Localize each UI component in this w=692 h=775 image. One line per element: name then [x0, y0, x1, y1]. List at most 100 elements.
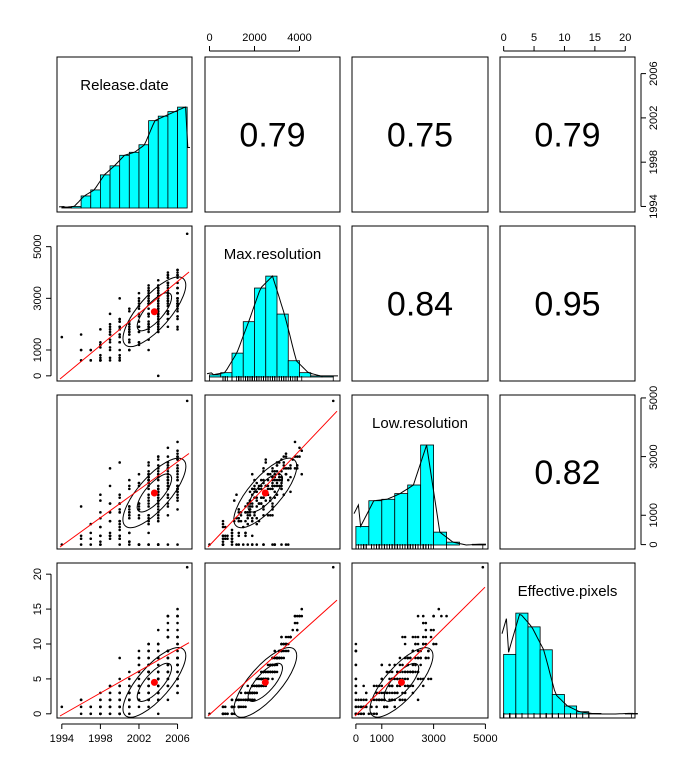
- scatter-point: [244, 698, 247, 702]
- scatter-point: [176, 440, 179, 444]
- scatter-point: [108, 684, 112, 688]
- mean-point: [150, 308, 158, 316]
- scatter-point: [118, 461, 121, 464]
- scatter-point: [481, 565, 485, 569]
- scatter-point: [128, 340, 131, 344]
- tick-label: 0: [206, 32, 212, 44]
- panel-frame: [499, 56, 636, 213]
- scatter-point: [380, 684, 384, 688]
- scatter-point: [99, 328, 102, 331]
- scatter-point: [128, 670, 131, 674]
- scatter-point: [401, 663, 404, 667]
- scatter-point: [416, 649, 420, 653]
- scatter-point: [137, 677, 141, 681]
- scatter-point: [253, 698, 256, 702]
- scatter-point: [147, 469, 150, 473]
- scatter-point: [280, 656, 283, 660]
- scatter-point: [147, 499, 150, 502]
- scatter-point: [268, 472, 272, 476]
- correlation-value: 0.82: [534, 454, 600, 492]
- scatter-point: [427, 656, 430, 660]
- scatter-point: [166, 276, 170, 279]
- scatter-point: [118, 297, 121, 300]
- scatter-point: [277, 475, 281, 479]
- scatter-point: [89, 531, 93, 535]
- scatter-point: [364, 691, 368, 695]
- scatter-point: [156, 484, 160, 488]
- scatter-point: [237, 519, 241, 523]
- scatter-point: [176, 325, 179, 329]
- scatter-point: [185, 565, 189, 569]
- scatter-point: [295, 621, 299, 625]
- hist-bar: [394, 493, 409, 546]
- scatter-point: [108, 322, 112, 326]
- panel-frame: [204, 562, 341, 719]
- scatter-point: [266, 478, 270, 482]
- scatter-point: [271, 677, 274, 681]
- panel-frame: [499, 225, 636, 382]
- scatter-point: [241, 705, 245, 709]
- scatter-point: [259, 677, 263, 681]
- scatter-point: [388, 684, 391, 688]
- scatter-point: [244, 705, 247, 709]
- scatter-point: [156, 302, 160, 305]
- scatter-point: [176, 449, 179, 453]
- scatter-point: [437, 607, 441, 611]
- scatter-point: [118, 684, 121, 688]
- scatter-point: [185, 232, 189, 236]
- scatter-point: [250, 691, 254, 695]
- scatter-point: [246, 684, 250, 688]
- scatter-point: [241, 698, 245, 702]
- scatter-point: [79, 543, 83, 546]
- scatter-point: [176, 642, 179, 646]
- scatter-point: [166, 294, 170, 298]
- scatter-point: [79, 505, 83, 508]
- scatter-point: [255, 499, 259, 502]
- hist-bar: [167, 111, 178, 209]
- scatter-point: [118, 348, 121, 352]
- scatter-point: [257, 487, 261, 491]
- scatter-point: [266, 670, 270, 674]
- scatter-point: [108, 537, 112, 541]
- scatter-point: [364, 698, 368, 702]
- scatter-point: [128, 712, 131, 716]
- scatter-point: [108, 356, 112, 360]
- panel-2-0: [56, 394, 193, 550]
- mean-point: [150, 678, 158, 686]
- left-axis-3: 0 5 10 15 20: [32, 568, 52, 717]
- scatter-point: [372, 684, 376, 688]
- scatter-point: [166, 464, 170, 467]
- scatter-point: [293, 614, 297, 618]
- scatter-point: [380, 698, 384, 702]
- tick-label: 20: [619, 32, 631, 44]
- scatter-point: [253, 691, 256, 695]
- bottom-axis-2: 0 1000 3000 5000: [353, 723, 498, 745]
- scatter-point: [176, 621, 179, 625]
- scatter-point: [79, 534, 83, 538]
- scatter-point: [266, 472, 270, 476]
- scatter-point: [176, 684, 179, 688]
- scatter-point: [137, 330, 141, 334]
- scatter-point: [275, 464, 279, 467]
- scatter-point: [286, 543, 290, 546]
- tick-label: 1998: [88, 733, 112, 745]
- scatter-point: [271, 484, 274, 488]
- scatter-point: [286, 649, 290, 653]
- mean-point: [397, 678, 405, 686]
- tick-label: 3000: [648, 444, 660, 468]
- panel-1-0: [56, 225, 193, 382]
- scatter-point: [147, 286, 150, 290]
- scatter-point: [230, 537, 234, 541]
- scatter-point: [390, 691, 394, 695]
- smooth-line: [207, 599, 338, 717]
- scatter-point: [118, 534, 121, 538]
- scatter-point: [166, 475, 170, 479]
- scatter-point: [221, 525, 225, 529]
- scatter-point: [99, 540, 102, 543]
- scatter-point: [223, 534, 227, 538]
- tick-label: 4000: [287, 32, 311, 44]
- scatter-point: [230, 534, 234, 538]
- scatter-point: [89, 705, 93, 709]
- scatter-point: [244, 531, 247, 535]
- scatter-point: [268, 487, 272, 491]
